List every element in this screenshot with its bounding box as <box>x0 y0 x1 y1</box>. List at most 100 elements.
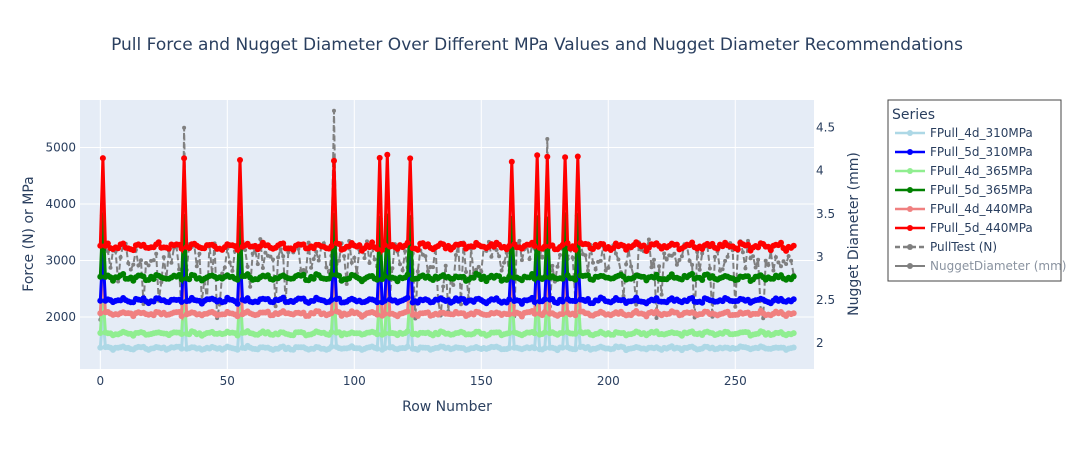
pulltest-point <box>426 269 430 274</box>
fpull-4d-310mpa-point <box>328 343 335 350</box>
fpull-5d-440mpa-point <box>734 246 741 253</box>
pulltest-point <box>390 266 395 271</box>
pulltest-point <box>756 257 761 262</box>
y2-tick-label: 2.5 <box>816 293 835 307</box>
pulltest-point <box>177 267 182 272</box>
fpull-5d-310mpa-point <box>178 298 185 305</box>
legend-item-fpull-4d-440mpa[interactable]: FPull_4d_440MPa <box>895 202 1033 216</box>
pulltest-point <box>672 251 677 256</box>
fpull-5d-365mpa-point <box>120 271 127 277</box>
fpull-4d-365mpa-point <box>572 330 579 337</box>
fpull-5d-440mpa-point <box>559 241 566 248</box>
pulltest-point <box>733 304 738 309</box>
legend-label: FPull_5d_310MPa <box>930 145 1033 159</box>
fpull-5d-440mpa-point <box>544 153 551 160</box>
fpull-4d-365mpa-point <box>381 330 388 337</box>
fpull-5d-365mpa-point <box>541 274 548 281</box>
pulltest-point <box>753 265 758 270</box>
pulltest-point <box>453 253 458 257</box>
pulltest-point <box>258 237 263 242</box>
fpull-5d-310mpa-point <box>699 299 706 306</box>
fpull-5d-310mpa-point <box>234 300 241 307</box>
fpull-5d-440mpa-point <box>280 240 287 247</box>
legend-label: PullTest (N) <box>930 240 997 254</box>
pulltest-point <box>616 257 621 262</box>
legend-item-pulltest-n-[interactable]: PullTest (N) <box>895 240 997 254</box>
fpull-5d-365mpa-point <box>328 271 335 278</box>
fpull-5d-440mpa-point <box>414 246 421 253</box>
pulltest-point <box>464 270 468 274</box>
pulltest-point <box>659 292 664 297</box>
pulltest-point <box>743 266 748 271</box>
pulltest-point <box>712 254 717 259</box>
fpull-5d-310mpa-point <box>506 296 513 303</box>
pulltest-point <box>657 264 662 269</box>
pulltest-point <box>586 268 590 273</box>
pulltest-point <box>227 260 232 265</box>
pulltest-point <box>230 268 235 273</box>
pulltest-point <box>677 258 682 262</box>
fpull-4d-440mpa-point <box>790 310 797 317</box>
fpull-4d-310mpa-point <box>97 344 104 351</box>
legend-item-fpull-4d-310mpa[interactable]: FPull_4d_310MPa <box>895 126 1033 140</box>
fpull-4d-365mpa-point <box>374 331 381 338</box>
legend-item-fpull-5d-440mpa[interactable]: FPull_5d_440MPa <box>895 221 1033 235</box>
legend-swatch-marker <box>907 130 913 136</box>
legend-swatch-marker <box>907 187 913 193</box>
y2-axis-label: Nugget Diameter (mm) <box>846 152 862 316</box>
pulltest-point <box>263 250 268 255</box>
fpull-4d-440mpa-points <box>97 261 797 320</box>
fpull-4d-440mpa-point <box>541 309 548 315</box>
pulltest-point <box>126 261 131 266</box>
fpull-4d-440mpa-point <box>178 313 185 320</box>
legend-label: FPull_4d_365MPa <box>930 164 1033 178</box>
fpull-5d-365mpa-point <box>176 272 183 278</box>
fpull-5d-365mpa-point <box>496 273 503 280</box>
pulltest-point <box>451 283 456 287</box>
legend: Series FPull_4d_310MPa FPull_5d_310MPa FPu… <box>887 99 1066 282</box>
fpull-5d-440mpa-point <box>572 246 579 253</box>
legend-label: FPull_5d_440MPa <box>930 221 1033 235</box>
fpull-5d-310mpa-point <box>374 299 381 306</box>
pulltest-point <box>723 258 728 263</box>
legend-item-fpull-5d-365mpa[interactable]: FPull_5d_365MPa <box>895 183 1033 197</box>
fpull-5d-440mpa-point <box>366 244 373 251</box>
pulltest-point <box>311 257 316 262</box>
pulltest-point <box>700 251 705 256</box>
legend-title: Series <box>892 107 935 123</box>
pulltest-point <box>662 251 667 256</box>
fpull-5d-365mpa-point <box>234 276 241 283</box>
fpull-5d-365mpa-point <box>381 273 388 280</box>
fpull-5d-440mpa-point <box>130 247 137 254</box>
fpull-5d-440mpa-point <box>673 241 680 248</box>
y2-tick-label: 4 <box>816 164 824 178</box>
fpull-5d-440mpa-point <box>541 243 548 250</box>
fpull-5d-440mpa-point <box>178 245 185 252</box>
pulltest-point <box>674 262 679 267</box>
fpull-5d-365mpa-points <box>97 212 797 285</box>
legend-item-fpull-5d-310mpa[interactable]: FPull_5d_310MPa <box>895 145 1033 159</box>
pulltest-point <box>606 265 611 270</box>
pulltest-point <box>502 260 507 265</box>
pulltest-point <box>250 251 255 256</box>
pulltest-point <box>781 259 786 264</box>
fpull-5d-440mpa-point <box>384 151 391 158</box>
pulltest-point <box>324 265 329 270</box>
fpull-5d-310mpa-point <box>559 298 566 305</box>
legend-label: FPull_5d_365MPa <box>930 183 1033 197</box>
fpull-4d-440mpa-point <box>559 311 566 317</box>
fpull-4d-365mpa-point <box>97 330 104 336</box>
legend-item-nuggetdiameter-mm-[interactable]: NuggetDiameter (mm) <box>895 259 1066 273</box>
legend-item-fpull-4d-365mpa[interactable]: FPull_4d_365MPa <box>895 164 1033 178</box>
fpull-5d-440mpa-point <box>640 242 647 249</box>
fpull-5d-440mpa-point <box>404 239 411 246</box>
pulltest-point <box>367 261 372 265</box>
fpull-5d-440mpa-point <box>574 153 581 160</box>
fpull-5d-310mpa-point <box>97 297 104 304</box>
pulltest-point <box>316 258 321 263</box>
pulltest-point <box>271 257 275 262</box>
pulltest-point <box>591 260 595 265</box>
legend-label: FPull_4d_310MPa <box>930 126 1033 140</box>
pulltest-point <box>624 262 629 267</box>
